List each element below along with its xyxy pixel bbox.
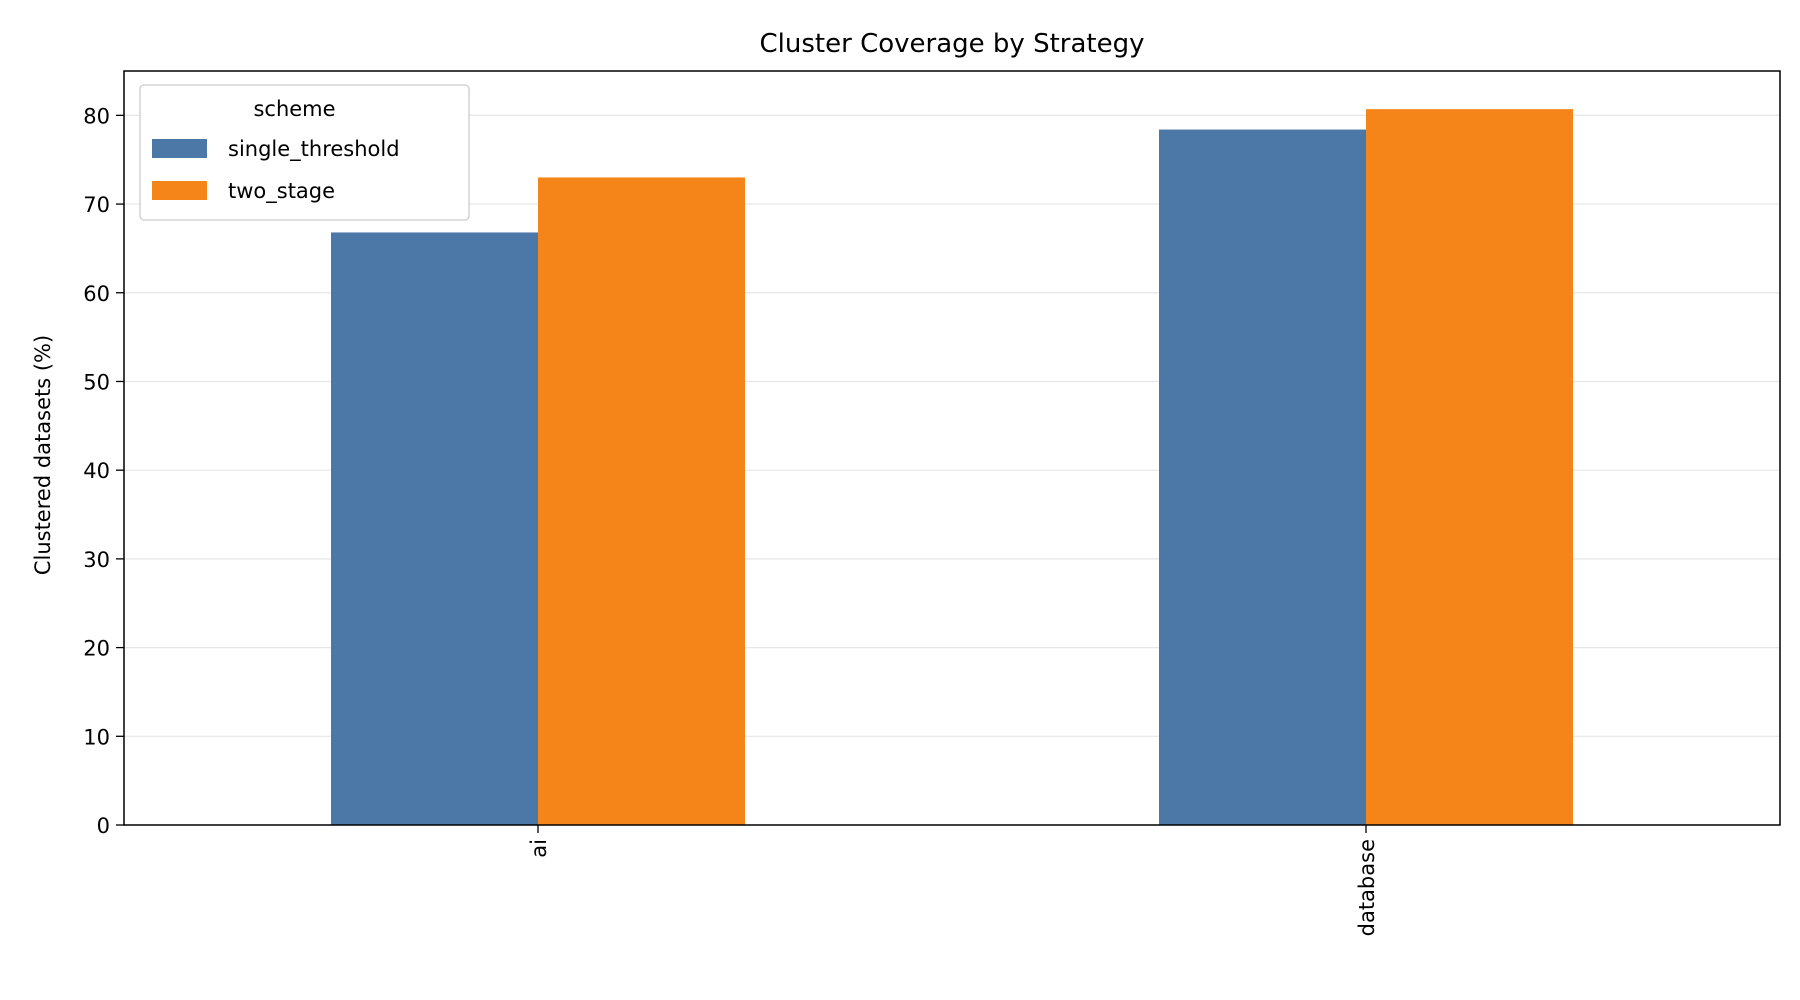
legend-title: scheme [253,97,335,121]
x-ticks: ai database [527,825,1379,936]
legend-swatch-single_threshold [152,139,207,158]
bars [331,109,1573,826]
y-tick-label: 30 [83,548,110,572]
y-axis-label: Clustered datasets (%) [31,335,55,575]
chart-title: Cluster Coverage by Strategy [760,29,1145,59]
plot-frame [123,70,1781,826]
legend: scheme single_threshold two_stage [139,84,470,221]
legend-box [139,84,470,221]
y-tick-label: 80 [83,104,110,128]
y-ticks: 0 10 20 30 40 50 60 70 80 [83,104,124,838]
y-tick-label: 10 [83,725,110,749]
y-tick-label: 40 [83,459,110,483]
x-tick-label: ai [527,839,551,858]
bar-single_threshold-database [1159,129,1366,825]
y-tick-label: 70 [83,193,110,217]
legend-swatch-two_stage [152,181,207,200]
y-tick-label: 20 [83,637,110,661]
axes [123,70,1781,826]
y-tick-label: 50 [83,370,110,394]
legend-label-two_stage: two_stage [228,179,335,204]
bar-single_threshold-ai [331,232,538,825]
y-tick-label: 60 [83,282,110,306]
legend-label-single_threshold: single_threshold [228,137,400,162]
x-tick-label: database [1355,839,1379,936]
bar-two_stage-database [1366,109,1573,825]
bar-two_stage-ai [538,177,745,826]
y-tick-label: 0 [97,814,110,838]
